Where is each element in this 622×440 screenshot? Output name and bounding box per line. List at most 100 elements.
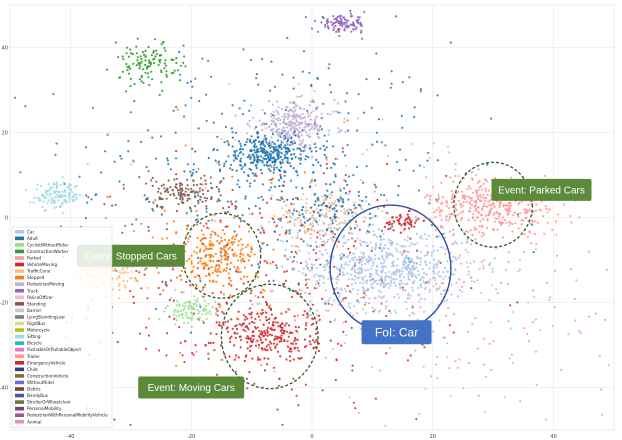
scatter-point (400, 114, 403, 117)
scatter-point (343, 117, 346, 120)
scatter-point (374, 296, 377, 299)
scatter-point (223, 162, 226, 165)
scatter-point (268, 304, 271, 307)
scatter-point (338, 34, 341, 38)
scatter-point (434, 216, 437, 219)
scatter-point (208, 254, 211, 257)
scatter-point (355, 213, 358, 216)
scatter-point (299, 292, 302, 296)
scatter-point (254, 294, 257, 297)
scatter-point (527, 203, 530, 206)
scatter-point (217, 160, 220, 163)
scatter-point (425, 244, 428, 248)
scatter-point (391, 265, 394, 268)
scatter-point (274, 345, 277, 348)
scatter-point (143, 194, 146, 197)
scatter-point (203, 196, 206, 199)
scatter-point (333, 233, 336, 236)
scatter-point (303, 149, 306, 152)
scatter-point (436, 94, 439, 97)
scatter-point (389, 252, 392, 255)
scatter-point (184, 267, 187, 270)
scatter-point (118, 288, 121, 292)
scatter-point (394, 15, 397, 18)
scatter-point (282, 283, 285, 286)
scatter-point (185, 234, 188, 237)
scatter-point (518, 259, 522, 262)
scatter-point (387, 238, 390, 241)
scatter-point (184, 340, 187, 343)
scatter-point (416, 241, 419, 244)
scatter-point (269, 346, 272, 349)
scatter-point (122, 279, 125, 282)
scatter-point (153, 38, 157, 41)
scatter-point (204, 248, 207, 251)
scatter-point (600, 388, 603, 391)
scatter-point (440, 202, 443, 205)
scatter-point (234, 157, 237, 160)
scatter-point (223, 141, 226, 144)
scatter-point (282, 332, 286, 335)
scatter-point (270, 123, 273, 126)
scatter-point (374, 244, 378, 247)
scatter-point (332, 15, 335, 18)
scatter-point (469, 229, 472, 232)
scatter-point (311, 210, 314, 213)
scatter-point (315, 208, 318, 211)
scatter-point (381, 277, 384, 281)
scatter-point (218, 181, 222, 184)
scatter-point (138, 176, 141, 179)
scatter-point (427, 280, 430, 284)
legend-swatch (15, 341, 24, 345)
scatter-point (235, 354, 238, 357)
scatter-point (240, 258, 243, 261)
scatter-point (182, 291, 185, 294)
scatter-point (281, 423, 284, 426)
scatter-point (159, 205, 162, 208)
scatter-point (322, 199, 326, 202)
scatter-point (322, 266, 325, 269)
scatter-point (25, 189, 28, 192)
scatter-point (601, 413, 604, 416)
scatter-point (249, 157, 252, 160)
scatter-point (307, 278, 310, 281)
scatter-point (450, 197, 454, 200)
scatter-point (187, 305, 190, 308)
scatter-point (303, 126, 306, 129)
scatter-point (454, 174, 457, 178)
scatter-point (304, 291, 307, 294)
scatter-point (189, 331, 193, 334)
scatter-point (364, 262, 367, 265)
scatter-point (263, 145, 266, 148)
legend-label: BendyBus (27, 393, 48, 398)
scatter-point (328, 63, 331, 66)
scatter-point (254, 317, 257, 320)
scatter-point (476, 210, 480, 213)
scatter-point (299, 116, 302, 119)
scatter-point (447, 219, 450, 222)
scatter-point (543, 232, 546, 235)
scatter-point (335, 20, 338, 23)
scatter-point (408, 314, 411, 317)
scatter-point (158, 59, 161, 62)
scatter-point (411, 275, 414, 278)
scatter-point (228, 83, 231, 86)
scatter-point (196, 300, 199, 303)
scatter-point (333, 213, 336, 216)
scatter-point (342, 235, 346, 238)
scatter-point (165, 197, 168, 200)
scatter-point (68, 195, 71, 198)
scatter-point (567, 333, 570, 336)
scatter-point (181, 201, 184, 204)
scatter-point (299, 130, 303, 134)
scatter-point (251, 303, 254, 306)
scatter-point (375, 52, 378, 55)
scatter-point (341, 150, 345, 153)
scatter-point (173, 178, 176, 181)
scatter-point (367, 268, 370, 271)
scatter-point (335, 210, 338, 213)
scatter-point (247, 307, 250, 310)
scatter-point (347, 247, 350, 250)
scatter-point (218, 190, 221, 193)
scatter-point (273, 221, 276, 224)
